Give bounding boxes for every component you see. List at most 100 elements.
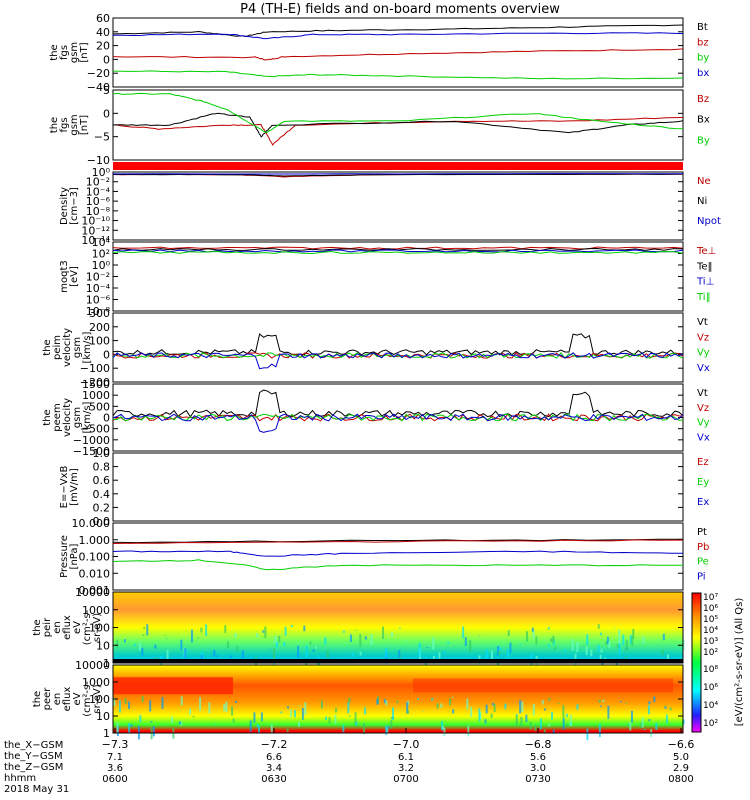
pressure-series-Pi <box>112 550 684 557</box>
peer_eflux-heatmap-texture <box>442 725 445 730</box>
temperature-legend-Te‖: Te‖ <box>696 261 713 272</box>
peir_eflux-heatmap-texture <box>224 625 227 633</box>
peer_eflux-heatmap-texture <box>534 724 537 732</box>
peir_eflux-ytick-label: 1 <box>103 657 110 670</box>
peem_velocity-ytick-label: 1000 <box>82 389 110 402</box>
peim_velocity-ylabel: gsm <box>72 337 83 358</box>
peir_eflux-heatmap-texture <box>359 633 362 647</box>
peer_eflux-ytick-label: 100 <box>89 693 110 706</box>
peir_eflux-heatmap-texture <box>550 638 553 642</box>
density-ytick-label: 10⁻⁸ <box>86 205 111 218</box>
peim_velocity-ytick-label: 100 <box>89 335 110 348</box>
density-ylabel: Density <box>59 187 70 225</box>
peer_eflux-heatmap-texture <box>539 718 542 730</box>
peir_eflux-heatmap-texture <box>283 641 286 647</box>
peer_eflux-heatmap-texture <box>541 700 544 705</box>
fgs_gse-legend-Bt: Bt <box>697 22 708 33</box>
xtick-label-time: 0630 <box>261 774 286 785</box>
peim_velocity-ytick-label: −200 <box>80 376 110 389</box>
peer_eflux-heatmap-texture <box>304 702 307 716</box>
peir_eflux-heatmap-texture <box>571 639 574 651</box>
peir_eflux-heatmap-texture <box>597 644 600 653</box>
temperature-ylabel: moqt3 <box>59 260 70 293</box>
peer_eflux-heatmap-texture <box>640 722 643 729</box>
peer_eflux-heatmap-texture <box>149 700 152 712</box>
peer_eflux-heatmap-texture <box>416 697 419 700</box>
peer_eflux-heatmap-texture <box>669 707 672 711</box>
colorbar-tick-bottom: 10⁸ <box>703 665 718 675</box>
peer_eflux-heatmap-texture <box>566 723 569 727</box>
peir_eflux-heatmap-texture <box>577 643 580 645</box>
peer_eflux-heatmap-texture <box>529 721 532 730</box>
peer_eflux-heatmap-texture <box>192 715 195 718</box>
peer_eflux-heatmap-texture <box>139 715 142 723</box>
peer_eflux-heatmap-texture <box>441 720 444 731</box>
peir_eflux-heatmap-texture <box>213 650 216 657</box>
peir_eflux-heatmap-texture <box>143 627 146 629</box>
peer_eflux-heatmap-texture <box>653 696 656 703</box>
temperature-legend-Ti⊥: Ti⊥ <box>696 277 714 288</box>
peer_eflux-heatmap-texture <box>647 704 650 715</box>
peim_velocity-series-Vy <box>112 351 684 359</box>
peem_velocity-ylabel: velocity <box>62 398 73 437</box>
peer_eflux-heatmap-texture <box>390 719 393 729</box>
peir_eflux-heatmap-texture <box>585 647 588 655</box>
panel-peir_eflux: 10000 1000 100 10 1 the peir en eflux eV (cm²-s-sr… <box>32 586 685 673</box>
fgs_gse-series-by <box>112 70 684 80</box>
colorbar-tick-bottom: 10⁴ <box>703 701 718 711</box>
peer_eflux-heatmap-texture <box>385 725 388 735</box>
peim_velocity-ylabel: peim <box>52 335 63 360</box>
peir_eflux-heatmap-texture <box>359 651 362 656</box>
fgs_gse-ylabel: gsm <box>69 42 80 63</box>
temperature-legend-Te⊥: Te⊥ <box>696 246 716 257</box>
peir_eflux-heatmap-texture <box>666 654 669 660</box>
peer_eflux-heatmap-texture <box>630 710 633 723</box>
fgs_gse-ytick-label: 0 <box>103 53 110 66</box>
peir_eflux-heatmap-texture <box>590 649 593 657</box>
peir_eflux-heatmap-texture <box>398 627 401 629</box>
peir_eflux-heatmap-texture <box>227 641 230 649</box>
peer_eflux-heatmap-texture <box>335 708 338 713</box>
peir_eflux-heatmap-texture <box>180 639 183 651</box>
peer_eflux-heatmap-texture <box>180 721 183 726</box>
density-series-Ni <box>113 173 684 177</box>
peir_eflux-heatmap <box>113 592 683 663</box>
peir_eflux-heatmap-texture <box>200 655 203 661</box>
pressure-ytick-label: 10.000 <box>72 517 111 530</box>
peer_eflux-heatmap-texture <box>548 723 551 727</box>
peim_velocity-ytick-label: −100 <box>80 362 110 375</box>
temperature-ytick-label: 10⁴ <box>92 236 111 249</box>
efield-ytick-label: 0.0 <box>93 515 111 528</box>
pressure-legend-Pt: Pt <box>697 527 707 538</box>
peer_eflux-heatmap-texture <box>150 721 153 723</box>
peer_eflux-heatmap-texture <box>641 717 644 728</box>
peer_eflux-heatmap-texture <box>178 721 181 725</box>
pressure-ytick-label: 0.010 <box>79 567 111 580</box>
efield-legend-Ey: Ey <box>697 477 709 488</box>
xtick-label-z: 3.4 <box>266 763 282 774</box>
peer_eflux-heatmap-texture <box>225 701 228 713</box>
peer_eflux-heatmap-texture <box>679 713 682 714</box>
efield-legend-Ex: Ex <box>697 497 709 508</box>
peer_eflux-ylabel: the <box>32 691 43 707</box>
peir_eflux-heatmap-texture <box>616 643 619 649</box>
peir_eflux-ytick-label: 10000 <box>75 586 110 599</box>
peir_eflux-ylabel: eV <box>72 621 83 634</box>
efield-ytick-label: 0.4 <box>93 488 111 501</box>
peem_velocity-ytick-label: −500 <box>80 423 110 436</box>
peir_eflux-ytick-label: 1000 <box>82 604 110 617</box>
peer_eflux-heatmap-texture <box>298 721 301 727</box>
colorbar-tick-top: 10³ <box>703 637 718 647</box>
figure-title: P4 (TH-E) fields and on-board moments ov… <box>240 2 560 17</box>
peer_eflux-heatmap-texture <box>466 698 469 710</box>
colorbar-tick-bottom: 10⁶ <box>703 683 718 693</box>
peer_eflux-heatmap-texture <box>298 705 301 707</box>
peer_eflux-heatmap-texture <box>328 717 331 724</box>
efield-ylabel: [mV/m] <box>69 468 80 506</box>
peir_eflux-heatmap-texture <box>618 629 621 644</box>
peer_eflux-heatmap-texture <box>355 721 358 726</box>
peer_eflux-heatmap-texture <box>406 702 409 714</box>
peer_eflux-heatmap-texture <box>289 709 292 718</box>
peim_velocity-legend-Vy: Vy <box>697 348 710 359</box>
